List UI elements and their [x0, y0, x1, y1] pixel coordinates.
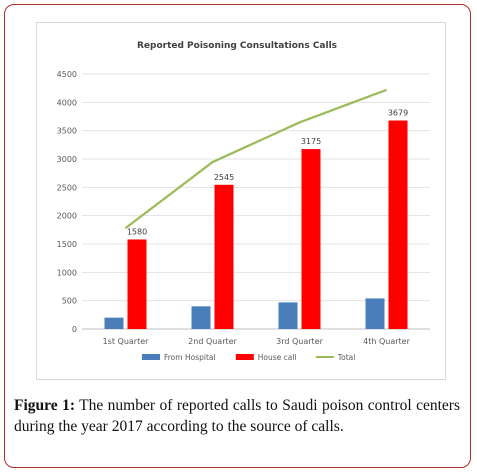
- x-tick-label: 2nd Quarter: [188, 337, 237, 346]
- data-label: 1580: [127, 227, 147, 236]
- y-tick-label: 0: [72, 325, 77, 334]
- chart-area: Reported Poisoning Consultations Calls 0…: [36, 22, 446, 380]
- y-tick-label: 2000: [57, 212, 77, 221]
- bar-from-hospital: [365, 298, 385, 329]
- bar-house-call: [214, 184, 234, 329]
- bar-house-call: [127, 239, 147, 329]
- bar-house-call: [301, 149, 321, 329]
- chart-svg: Reported Poisoning Consultations Calls 0…: [57, 41, 430, 362]
- chart-title: Reported Poisoning Consultations Calls: [137, 41, 337, 51]
- y-tick-label: 2500: [57, 183, 77, 192]
- bar-from-hospital: [191, 306, 211, 329]
- legend-label: From Hospital: [164, 353, 216, 362]
- caption-label: Figure 1:: [14, 397, 75, 414]
- y-tick-label: 4000: [57, 98, 77, 107]
- y-tick-label: 3500: [57, 127, 77, 136]
- y-tick-label: 3000: [57, 155, 77, 164]
- legend-label: Total: [337, 353, 356, 362]
- legend-swatch: [142, 354, 160, 360]
- bar-from-hospital: [104, 317, 124, 329]
- y-tick-label: 1500: [57, 240, 77, 249]
- caption-text: The number of reported calls to Saudi po…: [14, 397, 460, 435]
- figure-caption: Figure 1: The number of reported calls t…: [14, 395, 460, 437]
- x-tick-label: 1st Quarter: [103, 337, 150, 346]
- data-label: 3175: [301, 137, 321, 146]
- x-tick-label: 3rd Quarter: [276, 337, 323, 346]
- legend-label: House call: [258, 353, 297, 362]
- data-label: 2545: [214, 173, 234, 182]
- y-tick-label: 500: [62, 297, 77, 306]
- x-tick-label: 4th Quarter: [363, 337, 410, 346]
- line-total: [124, 88, 387, 230]
- bar-house-call: [388, 120, 408, 329]
- y-tick-label: 1000: [57, 268, 77, 277]
- legend-swatch: [235, 354, 254, 360]
- bar-from-hospital: [278, 302, 298, 329]
- data-label: 3679: [388, 109, 408, 118]
- y-tick-label: 4500: [57, 70, 77, 79]
